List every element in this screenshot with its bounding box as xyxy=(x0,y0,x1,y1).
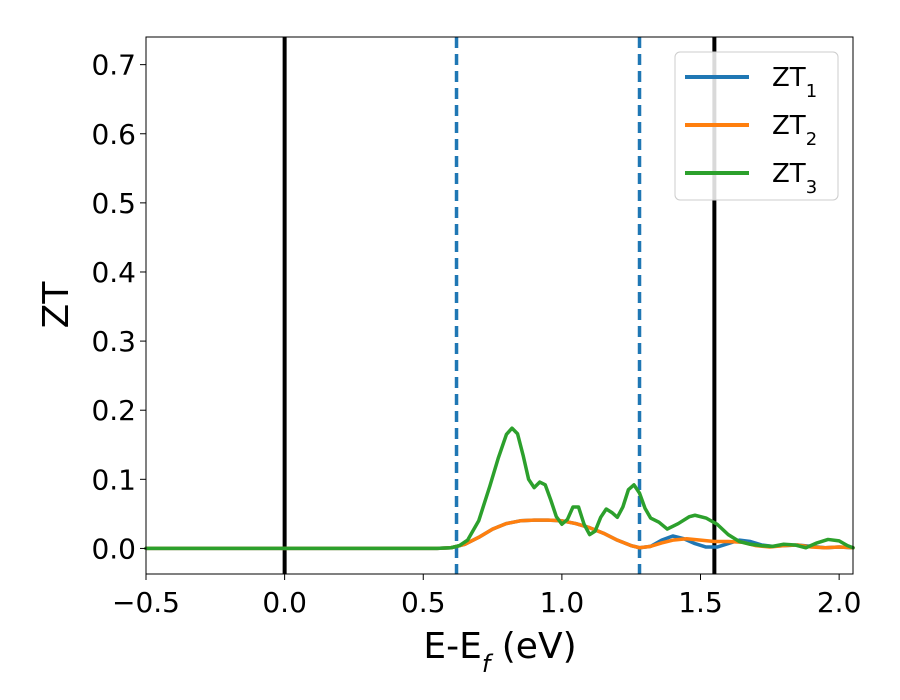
x-axis-ticks: −0.5 0.0 0.5 1.0 1.5 2.0 xyxy=(112,574,861,619)
series-line-zt3 xyxy=(144,426,855,551)
y-tick-label: 0.6 xyxy=(91,118,136,151)
y-tick-label: 0.4 xyxy=(91,256,136,289)
y-tick-label: 0.7 xyxy=(91,49,136,82)
y-axis-label: ZT xyxy=(36,281,77,329)
x-tick-label: 2.0 xyxy=(817,586,862,619)
legend-label-zt1: ZT1 xyxy=(772,63,817,102)
y-axis-ticks: 0.0 0.1 0.2 0.3 0.4 0.5 0.6 0.7 xyxy=(91,49,146,565)
x-tick-label: 1.0 xyxy=(540,586,585,619)
x-tick-label: 1.5 xyxy=(678,586,723,619)
y-tick-label: 0.3 xyxy=(91,325,136,358)
legend: ZT1 ZT2 ZT3 xyxy=(674,51,839,201)
series-lines xyxy=(144,426,855,551)
y-tick-label: 0.2 xyxy=(91,394,136,427)
y-tick-label: 0.1 xyxy=(91,463,136,496)
legend-label-zt2: ZT2 xyxy=(772,111,817,150)
y-tick-label: 0.5 xyxy=(91,187,136,220)
plot-frame xyxy=(145,36,854,575)
legend-box xyxy=(674,51,839,201)
y-tick-label: 0.0 xyxy=(91,532,136,565)
x-tick-label: 0.5 xyxy=(401,586,446,619)
x-tick-label: −0.5 xyxy=(112,586,180,619)
legend-label-zt3: ZT3 xyxy=(772,159,817,198)
x-tick-label: 0.0 xyxy=(262,586,307,619)
x-axis-label: E-Ef (eV) xyxy=(423,626,576,678)
